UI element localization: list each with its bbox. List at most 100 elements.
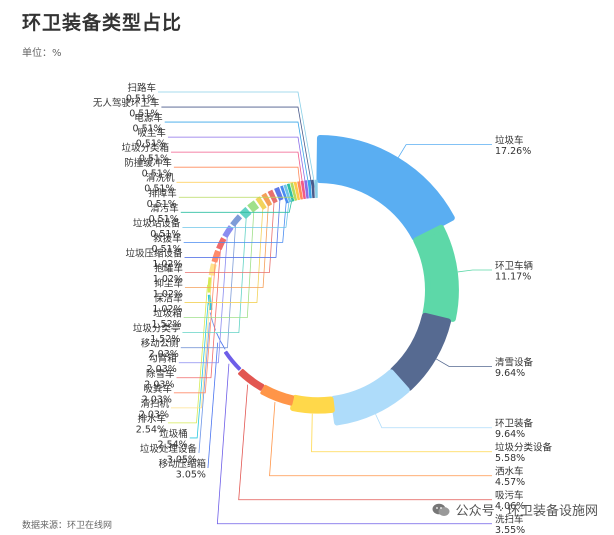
leader-勾臂箱 (178, 231, 229, 364)
leader-移动公厕 (180, 220, 237, 349)
label-垃圾站设备: 垃圾站设备 (133, 217, 181, 229)
leader-吸粪车 (173, 256, 217, 394)
value-垃圾箱: 1.52% (151, 319, 181, 330)
label-移动公厕: 移动公厕 (141, 338, 179, 350)
slices-group (207, 135, 459, 426)
value-垃圾分类亭: 1.52% (150, 334, 180, 345)
slice-垃圾站设备 (283, 184, 292, 203)
label-垃圾处理设备: 垃圾处理设备 (140, 443, 198, 455)
label-排障车: 排障车 (148, 187, 177, 199)
label-垃圾桶: 垃圾桶 (159, 428, 188, 440)
label-垃圾分类亭: 垃圾分类亭 (133, 323, 181, 335)
leader-环卫装备 (375, 413, 492, 429)
value-保洁车: 1.02% (152, 304, 182, 315)
leader-垃圾箱 (183, 207, 255, 319)
slice-垃圾分类亭 (239, 207, 252, 219)
leader-垃圾分类亭 (182, 214, 247, 334)
value-防撞缓冲车: 0.51% (142, 169, 172, 180)
leader-电源车 (164, 121, 311, 195)
value-清雪设备: 9.64% (495, 368, 525, 379)
value-吸粪车: 2.03% (142, 394, 172, 405)
slice-救援车 (280, 185, 289, 204)
leader-移动压缩箱 (207, 342, 219, 469)
slice-抑尘车 (261, 192, 273, 207)
value-排障车: 0.51% (147, 199, 177, 210)
value-扫路车: 0.51% (126, 94, 156, 105)
label-清洗机: 清洗机 (146, 172, 175, 184)
leader-垃圾站设备 (182, 199, 290, 228)
slice-垃圾分类设备 (290, 394, 335, 414)
value-垃圾分类设备: 5.58% (495, 453, 525, 464)
value-垃圾处理设备: 3.05% (167, 454, 197, 465)
slice-洒水车 (260, 384, 295, 406)
value-抑尘车: 1.02% (153, 289, 183, 300)
label-环卫装备: 环卫装备 (495, 418, 534, 430)
label-电源车: 电源车 (134, 112, 163, 124)
label-无人驾驶环卫车: 无人驾驶环卫车 (93, 97, 160, 109)
leader-扫路车 (158, 91, 317, 195)
label-吸尘车: 吸尘车 (137, 127, 166, 139)
label-吸污车: 吸污车 (495, 490, 524, 502)
unit-label: 单位：% (22, 48, 62, 59)
value-垃圾站设备: 0.51% (150, 229, 180, 240)
leader-垃圾分类箱 (171, 151, 305, 196)
slice-排障车 (290, 182, 298, 201)
slice-环卫车辆 (413, 224, 459, 322)
leader-抑尘车 (184, 202, 269, 288)
value-移动压缩箱: 3.05% (176, 470, 206, 481)
label-防撞缓冲车: 防撞缓冲车 (124, 157, 172, 169)
value-清扫机: 2.03% (139, 409, 169, 420)
value-垃圾压缩设备: 1.02% (152, 259, 182, 270)
label-垃圾箱: 垃圾箱 (153, 308, 182, 320)
label-垃圾压缩设备: 垃圾压缩设备 (126, 247, 184, 259)
leader-排水车 (167, 284, 208, 424)
value-救援车: 0.51% (151, 244, 181, 255)
value-洒水车: 4.57% (495, 477, 525, 488)
label-环卫车辆: 环卫车辆 (495, 260, 534, 272)
value-清洗机: 0.51% (144, 184, 174, 195)
slice-垃圾处理设备 (209, 312, 216, 331)
value-洗扫车: 3.55% (495, 525, 525, 535)
label-排水车: 排水车 (137, 413, 166, 425)
label-保洁车: 保洁车 (154, 293, 183, 305)
leader-垃圾压缩设备 (184, 196, 281, 258)
leader-洒水车 (269, 402, 492, 477)
slice-清雪设备 (390, 312, 452, 391)
value-垃圾车: 17.26% (495, 146, 531, 157)
label-垃圾分类设备: 垃圾分类设备 (495, 442, 553, 454)
slice-吸污车 (238, 368, 265, 391)
value-移动公厕: 2.03% (149, 349, 179, 360)
value-吸污车: 4.06% (495, 501, 525, 512)
leader-垃圾处理设备 (198, 322, 210, 453)
watermark-text: 公众号 · 环卫装备设施网 (455, 504, 598, 519)
value-环卫装备: 9.64% (495, 429, 525, 440)
leader-清洗机 (176, 181, 299, 197)
watermark: 公众号 · 环卫装备设施网 (432, 500, 598, 519)
leader-洗扫车 (216, 363, 492, 525)
value-抱罐车: 1.02% (153, 274, 183, 285)
slice-抱罐车 (267, 189, 278, 204)
label-清雪设备: 清雪设备 (495, 357, 534, 369)
leader-救援车 (183, 199, 287, 243)
label-清污车: 清污车 (150, 202, 179, 214)
value-无人驾驶环卫车: 0.51% (129, 109, 159, 120)
slice-环卫装备 (330, 369, 410, 426)
label-洗扫车: 洗扫车 (495, 514, 524, 526)
label-垃圾车: 垃圾车 (495, 135, 524, 147)
leader-环卫车辆 (457, 269, 492, 273)
slice-保洁车 (255, 196, 267, 210)
wechat-icon (432, 503, 450, 516)
value-排水车: 2.54% (136, 424, 166, 435)
value-环卫车辆: 11.17% (495, 271, 531, 282)
slice-垃圾车 (316, 135, 455, 241)
leader-抱罐车 (184, 199, 275, 273)
slice-洗扫车 (223, 350, 242, 371)
leader-防撞缓冲车 (173, 166, 302, 197)
data-source: 数据来源：环卫在线网 (22, 521, 113, 531)
value-清污车: 0.51% (149, 214, 179, 225)
leader-吸污车 (238, 384, 492, 501)
label-吸粪车: 吸粪车 (143, 383, 172, 395)
leader-保洁车 (184, 205, 264, 303)
leader-除雪车 (176, 243, 222, 379)
value-除雪车: 2.03% (144, 379, 174, 390)
